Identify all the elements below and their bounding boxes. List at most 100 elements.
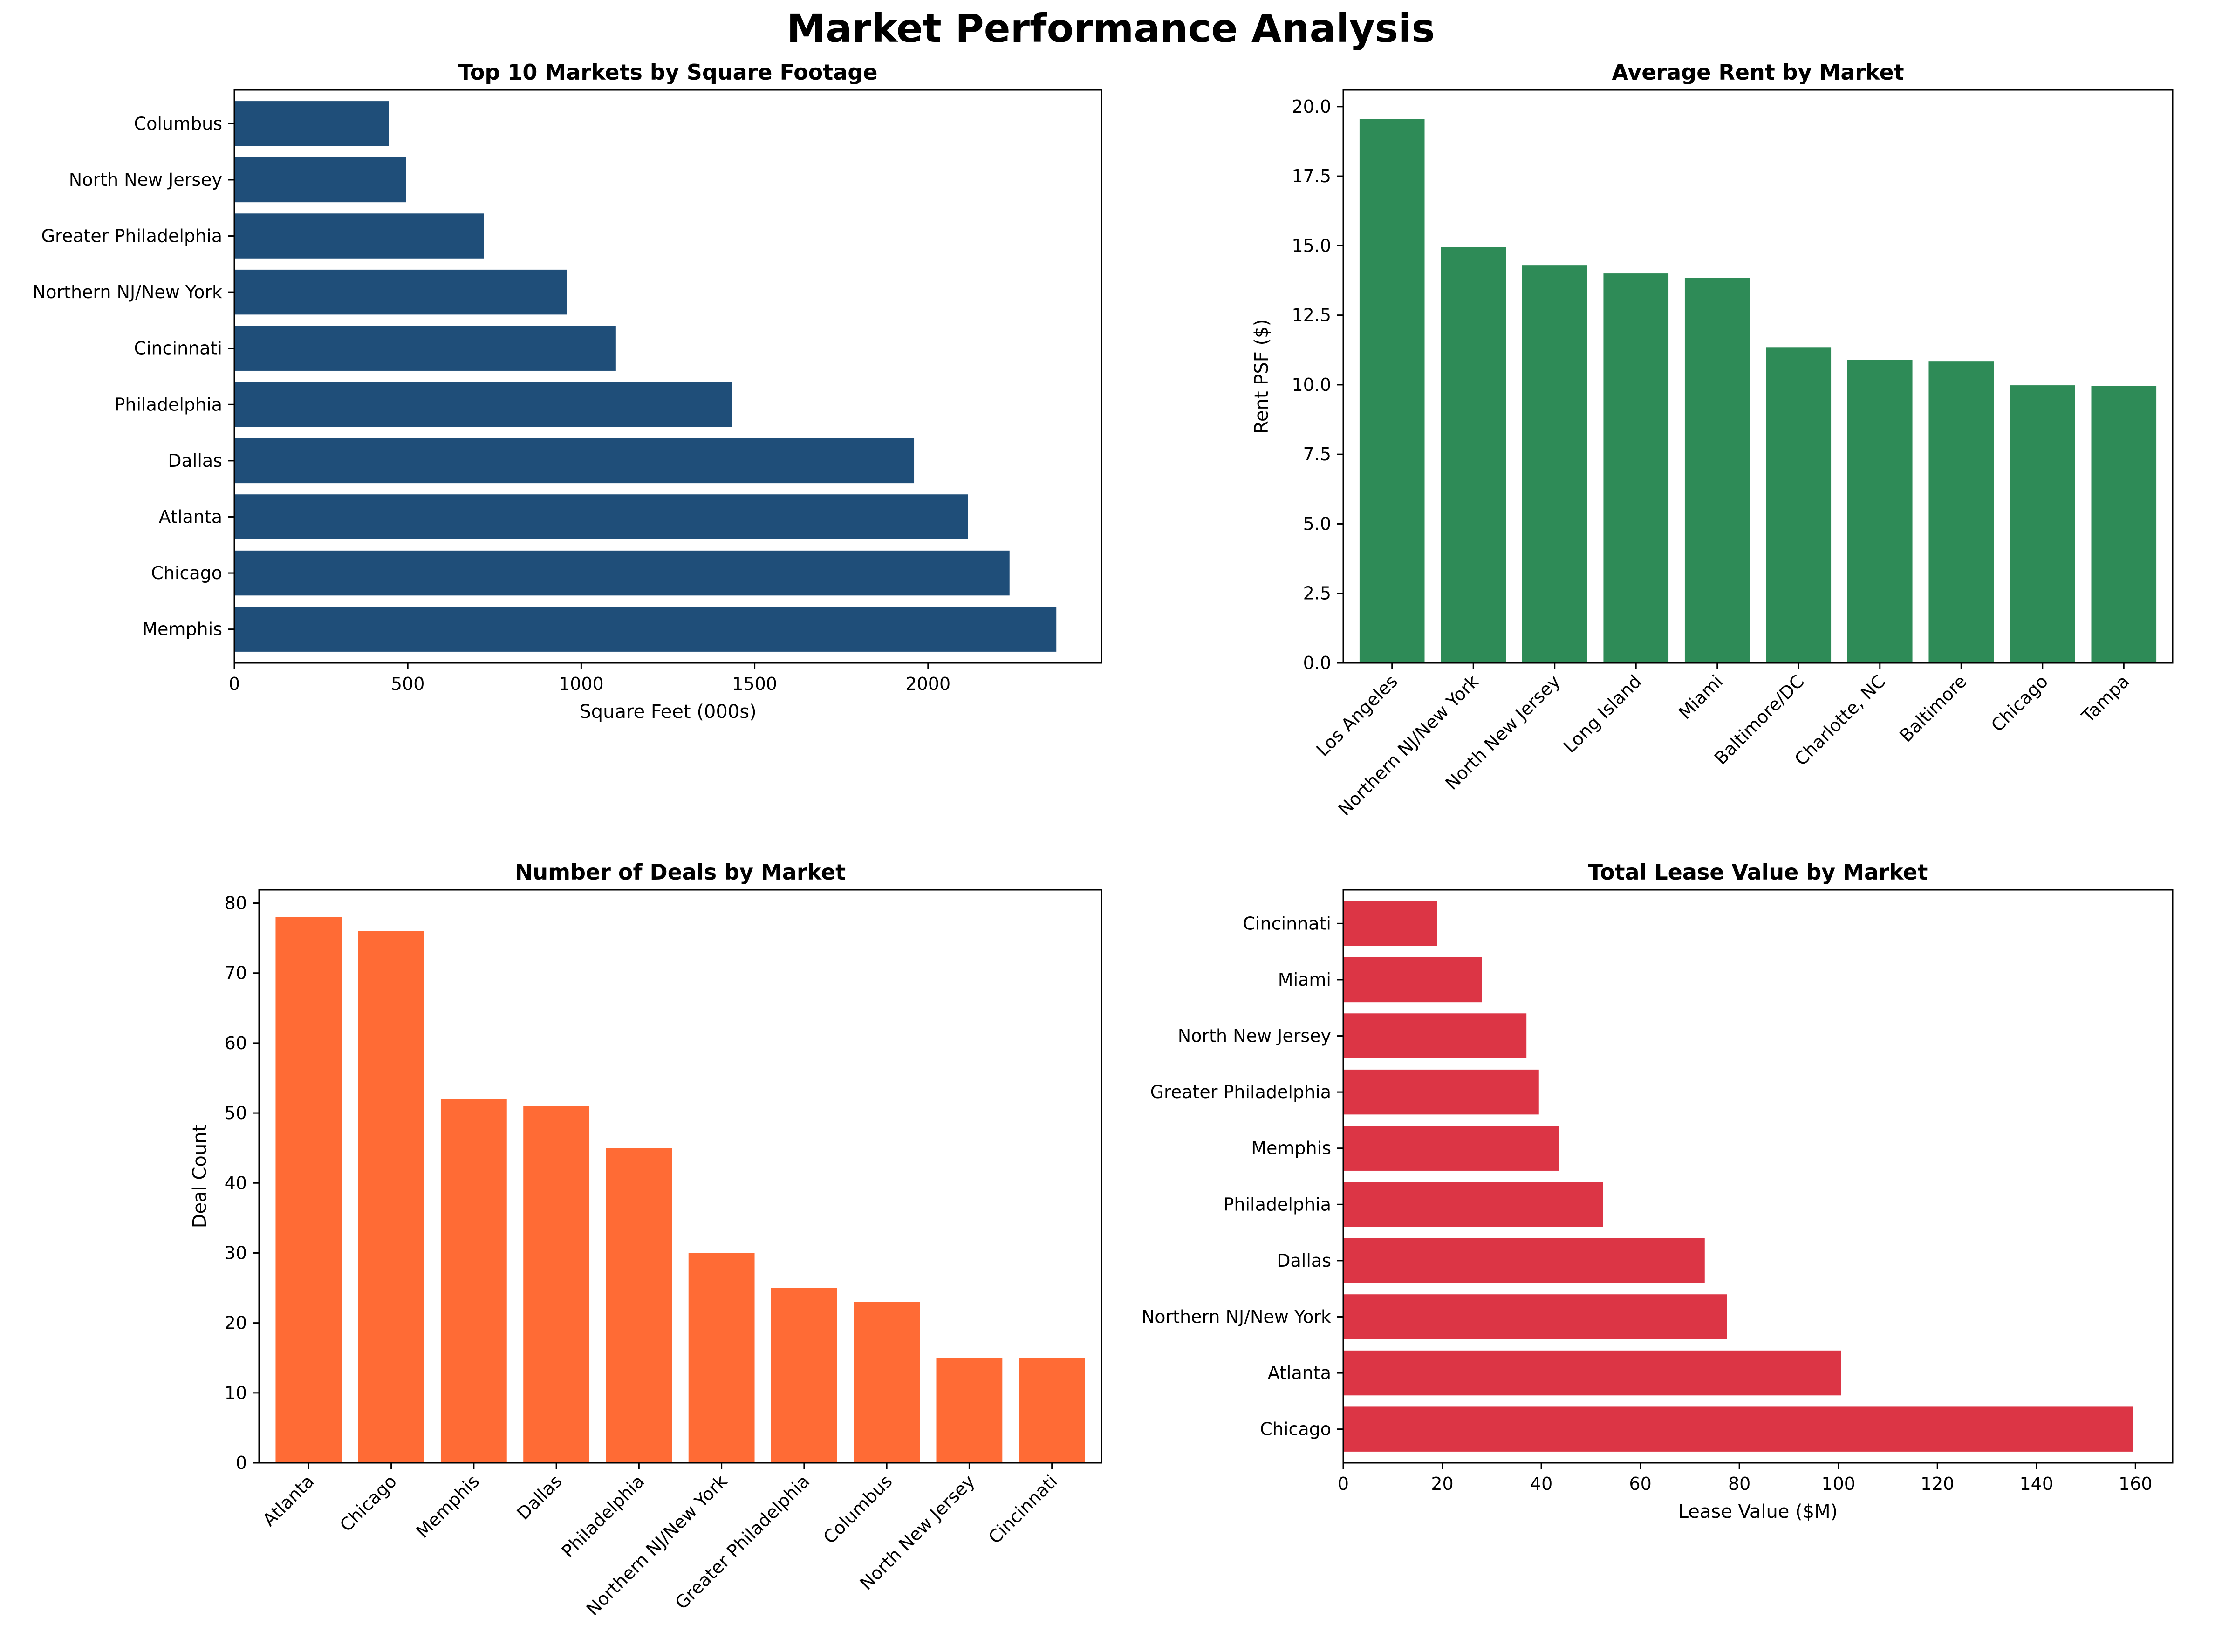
y-tick-label: Miami [1278, 969, 1331, 990]
y-tick-label: 17.5 [1292, 166, 1331, 186]
bar-cincinnati [1343, 901, 1437, 946]
bar-cincinnati [234, 326, 616, 371]
bar-atlanta [275, 917, 342, 1463]
y-tick-label: Cincinnati [1243, 913, 1331, 934]
bar-miami [1343, 957, 1482, 1003]
y-tick-label: North New Jersey [69, 170, 222, 190]
y-tick-label: 0.0 [1303, 653, 1331, 673]
y-axis-label: Rent PSF ($) [1251, 319, 1272, 434]
bar-dallas [523, 1106, 590, 1463]
chart-lease: Total Lease Value by Market Chicago Atlant… [1142, 860, 2174, 1522]
figure-title: Market Performance Analysis [786, 6, 1435, 51]
plot-frame [258, 889, 1102, 1464]
bar-dallas [1343, 1238, 1705, 1283]
y-tick-label: 20 [225, 1313, 247, 1333]
bar-atlanta [1343, 1350, 1841, 1396]
y-tick-label: 5.0 [1303, 513, 1331, 534]
y-tick-label: Greater Philadelphia [41, 226, 222, 246]
y-tick-label: Memphis [142, 619, 222, 640]
bar-columbus [854, 1302, 920, 1463]
y-tick-label: 60 [225, 1033, 247, 1053]
y-tick-label: 70 [225, 963, 247, 983]
y-tick-label: 50 [225, 1103, 247, 1123]
x-tick-label: 40 [1530, 1474, 1552, 1494]
bar-northern-nj-new-york [1441, 247, 1506, 663]
x-tick-label: 1000 [559, 674, 604, 694]
y-tick-label: Philadelphia [114, 394, 222, 415]
y-axis-label: Deal Count [189, 1125, 211, 1229]
bar-memphis [234, 607, 1057, 652]
x-tick-label: 140 [2019, 1474, 2053, 1494]
bar-chicago [358, 931, 424, 1463]
x-tick-label: 500 [391, 674, 425, 694]
y-tick-label: Northern NJ/New York [33, 282, 222, 302]
bar-cincinnati [1019, 1358, 1085, 1463]
y-tick-label: Atlanta [1268, 1363, 1331, 1383]
chart-title: Average Rent by Market [1612, 60, 1904, 85]
bar-memphis [440, 1099, 507, 1463]
bar-northern-nj-new-york [234, 269, 567, 315]
bar-baltimore [1928, 361, 1994, 663]
x-tick-label: 1500 [732, 674, 777, 694]
bar-philadelphia [606, 1148, 672, 1463]
chart-title: Number of Deals by Market [515, 860, 846, 885]
bar-greater-philadelphia [234, 213, 484, 259]
plot-frame [1342, 89, 2174, 664]
y-tick-label: 10 [225, 1383, 247, 1403]
y-tick-label: 12.5 [1292, 305, 1331, 326]
bar-philadelphia [234, 382, 732, 427]
x-tick-label: 0 [229, 674, 240, 694]
y-tick-label: Greater Philadelphia [1150, 1082, 1331, 1102]
bar-northern-nj-new-york [1343, 1294, 1727, 1339]
bar-miami [1684, 278, 1750, 663]
y-tick-label: Chicago [151, 563, 222, 583]
y-tick-label: Northern NJ/New York [1142, 1306, 1331, 1327]
x-tick-label: 100 [1821, 1474, 1855, 1494]
bar-north-new-jersey [1522, 265, 1587, 663]
y-tick-label: Chicago [1260, 1419, 1331, 1440]
x-tick-label: 120 [1921, 1474, 1955, 1494]
y-tick-label: 15.0 [1292, 235, 1331, 256]
chart-title: Total Lease Value by Market [1588, 860, 1928, 885]
bar-north-new-jersey [936, 1358, 1003, 1463]
x-tick-label: 0 [1338, 1474, 1349, 1494]
chart-title: Top 10 Markets by Square Footage [458, 60, 878, 85]
y-tick-label: Columbus [134, 113, 222, 134]
bar-philadelphia [1343, 1182, 1603, 1227]
y-tick-label: North New Jersey [1178, 1026, 1331, 1046]
bar-north-new-jersey [234, 157, 406, 203]
bar-charlotte-nc [1847, 360, 1913, 663]
x-axis-label: Square Feet (000s) [579, 701, 756, 723]
bar-greater-philadelphia [1343, 1069, 1539, 1115]
bar-los-angeles [1359, 119, 1425, 663]
y-tick-label: Atlanta [159, 506, 222, 527]
bar-tampa [2091, 386, 2157, 663]
y-tick-label: Dallas [1277, 1250, 1331, 1271]
bar-chicago [1343, 1406, 2133, 1452]
bar-greater-philadelphia [771, 1288, 837, 1463]
plot-frame [1342, 889, 2174, 1464]
bar-north-new-jersey [1343, 1013, 1527, 1058]
bar-chicago [234, 550, 1010, 596]
bar-atlanta [234, 494, 968, 539]
y-tick-label: 10.0 [1292, 375, 1331, 395]
y-tick-label: 7.5 [1303, 444, 1331, 464]
y-tick-label: 20.0 [1292, 96, 1331, 117]
y-tick-label: Memphis [1251, 1138, 1331, 1159]
bar-memphis [1343, 1126, 1559, 1171]
bar-baltimore-dc [1766, 347, 1832, 663]
x-tick-label: 80 [1728, 1474, 1750, 1494]
y-tick-label: 30 [225, 1242, 247, 1263]
bar-columbus [234, 101, 389, 146]
y-tick-label: Philadelphia [1223, 1194, 1331, 1215]
plot-frame [233, 89, 1102, 664]
bar-long-island [1603, 273, 1669, 663]
bar-dallas [234, 438, 915, 484]
x-tick-label: 160 [2119, 1474, 2153, 1494]
x-tick-label: 20 [1431, 1474, 1453, 1494]
chart-sqft: Top 10 Markets by Square Footage Memphis C… [33, 60, 1102, 723]
y-tick-label: 0 [236, 1453, 247, 1473]
y-tick-label: Cincinnati [134, 338, 222, 359]
